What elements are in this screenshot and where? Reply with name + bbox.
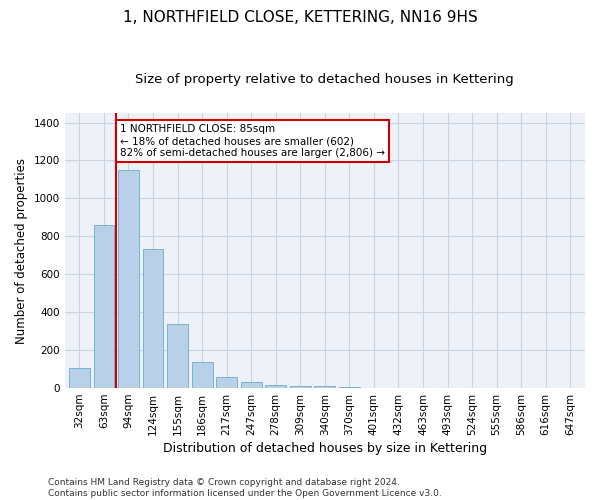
Text: 1, NORTHFIELD CLOSE, KETTERING, NN16 9HS: 1, NORTHFIELD CLOSE, KETTERING, NN16 9HS xyxy=(122,10,478,25)
Bar xyxy=(69,368,90,388)
Bar xyxy=(167,324,188,388)
Bar xyxy=(191,362,212,388)
Text: Contains HM Land Registry data © Crown copyright and database right 2024.
Contai: Contains HM Land Registry data © Crown c… xyxy=(48,478,442,498)
Bar xyxy=(143,248,163,388)
Text: 1 NORTHFIELD CLOSE: 85sqm
← 18% of detached houses are smaller (602)
82% of semi: 1 NORTHFIELD CLOSE: 85sqm ← 18% of detac… xyxy=(120,124,385,158)
Bar xyxy=(216,376,237,388)
Bar xyxy=(314,386,335,388)
Bar xyxy=(241,382,262,388)
Bar xyxy=(265,384,286,388)
Bar xyxy=(290,386,311,388)
Bar xyxy=(94,225,115,388)
X-axis label: Distribution of detached houses by size in Kettering: Distribution of detached houses by size … xyxy=(163,442,487,455)
Bar xyxy=(118,170,139,388)
Bar xyxy=(339,387,360,388)
Title: Size of property relative to detached houses in Kettering: Size of property relative to detached ho… xyxy=(136,72,514,86)
Y-axis label: Number of detached properties: Number of detached properties xyxy=(15,158,28,344)
